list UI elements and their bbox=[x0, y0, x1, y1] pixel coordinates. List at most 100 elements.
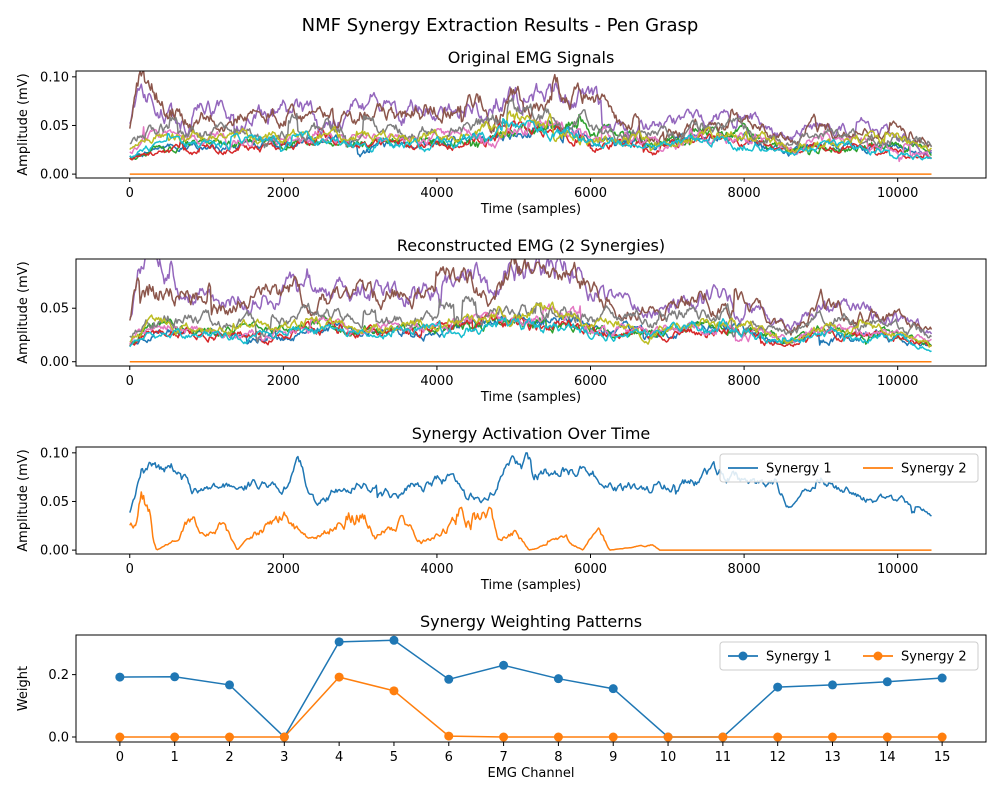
y-tick-label: 0.05 bbox=[40, 495, 69, 510]
emg-channel-line bbox=[129, 71, 933, 148]
legend-entry-label: Synergy 1 bbox=[766, 462, 832, 477]
data-point bbox=[773, 732, 783, 742]
x-tick-label: 2000 bbox=[267, 562, 300, 577]
data-point bbox=[499, 660, 509, 670]
legend-entry-label: Synergy 2 bbox=[901, 462, 967, 477]
x-tick-label: 15 bbox=[934, 750, 951, 765]
series-line bbox=[119, 676, 943, 738]
series-line bbox=[129, 452, 932, 517]
y-tick-label: 0.00 bbox=[40, 355, 69, 370]
x-tick-label: 10000 bbox=[877, 562, 918, 577]
series-line bbox=[119, 639, 943, 739]
y-axis-label: Amplitude (mV) bbox=[16, 73, 31, 175]
data-point bbox=[882, 677, 892, 687]
y-tick-label: 0.05 bbox=[40, 302, 69, 317]
data-point bbox=[937, 732, 947, 742]
series-line bbox=[129, 491, 932, 551]
y-axis-label: Weight bbox=[16, 666, 31, 711]
x-tick-label: 11 bbox=[715, 750, 732, 765]
data-point bbox=[224, 680, 234, 690]
legend: Synergy 1 Synergy 2 bbox=[719, 641, 979, 671]
x-axis-label: Time (samples) bbox=[480, 578, 581, 593]
panel-2: Reconstructed EMG (2 Synergies) 0 2000 4000… bbox=[16, 236, 987, 405]
x-tick-label: 2000 bbox=[267, 186, 300, 201]
x-tick-label: 0 bbox=[126, 562, 134, 577]
emg-channel-line bbox=[129, 311, 932, 348]
legend-entry-label: Synergy 1 bbox=[766, 650, 832, 665]
emg-channel-line bbox=[129, 110, 932, 153]
data-point bbox=[663, 732, 673, 742]
x-tick-label: 6 bbox=[445, 750, 453, 765]
y-tick-label: 0.10 bbox=[40, 446, 69, 461]
x-axis-label: Time (samples) bbox=[480, 390, 581, 405]
y-tick-label: 0.10 bbox=[40, 70, 69, 85]
data-point bbox=[279, 732, 289, 742]
panel-title: Reconstructed EMG (2 Synergies) bbox=[397, 236, 665, 255]
x-tick-label: 9 bbox=[609, 750, 617, 765]
data-point bbox=[608, 684, 618, 694]
y-tick-label: 0.00 bbox=[40, 544, 69, 559]
legend-marker bbox=[873, 651, 883, 661]
emg-channel-line bbox=[129, 82, 933, 156]
axes-frame bbox=[75, 446, 987, 555]
data-point bbox=[389, 635, 399, 645]
data-point bbox=[334, 672, 344, 682]
x-tick-label: 4 bbox=[335, 750, 343, 765]
data-point bbox=[553, 732, 563, 742]
panel-title: Original EMG Signals bbox=[448, 48, 615, 67]
data-point bbox=[170, 672, 180, 682]
x-tick-label: 6000 bbox=[574, 374, 607, 389]
legend-frame bbox=[719, 641, 979, 671]
axes-frame bbox=[75, 634, 987, 743]
x-tick-label: 2 bbox=[225, 750, 233, 765]
panel-3: Synergy Activation Over Time 0 2000 4000 600… bbox=[16, 424, 987, 593]
x-tick-label: 13 bbox=[824, 750, 841, 765]
data-point bbox=[389, 686, 399, 696]
y-axis-label: Amplitude (mV) bbox=[16, 449, 31, 551]
x-axis-label: Time (samples) bbox=[480, 202, 581, 217]
legend-marker bbox=[738, 651, 748, 661]
x-tick-label: 4000 bbox=[420, 562, 453, 577]
x-tick-label: 3 bbox=[280, 750, 288, 765]
panel-title: Synergy Weighting Patterns bbox=[420, 612, 642, 631]
emg-channel-line bbox=[129, 317, 932, 353]
panel-title: Synergy Activation Over Time bbox=[412, 424, 651, 443]
data-point bbox=[828, 680, 838, 690]
y-tick-label: 0.05 bbox=[40, 119, 69, 134]
x-tick-label: 8000 bbox=[728, 186, 761, 201]
data-point bbox=[553, 674, 563, 684]
legend-entry-label: Synergy 2 bbox=[901, 650, 967, 665]
data-point bbox=[773, 682, 783, 692]
emg-channel-line bbox=[129, 117, 933, 161]
data-point bbox=[334, 637, 344, 647]
x-tick-label: 12 bbox=[769, 750, 786, 765]
plot-area bbox=[129, 259, 933, 363]
x-tick-label: 1 bbox=[171, 750, 179, 765]
data-point bbox=[882, 732, 892, 742]
axes-frame bbox=[75, 258, 987, 367]
x-tick-label: 10000 bbox=[877, 374, 918, 389]
data-point bbox=[828, 732, 838, 742]
plot-area bbox=[115, 635, 947, 742]
plot-area bbox=[129, 71, 933, 175]
axes-frame bbox=[75, 70, 987, 179]
x-tick-label: 0 bbox=[126, 186, 134, 201]
legend: Synergy 1 Synergy 2 bbox=[719, 453, 979, 483]
data-point bbox=[444, 674, 454, 684]
x-axis-label: EMG Channel bbox=[487, 766, 574, 781]
data-point bbox=[499, 732, 509, 742]
x-tick-label: 10000 bbox=[877, 186, 918, 201]
y-axis-label: Amplitude (mV) bbox=[16, 261, 31, 363]
data-point bbox=[115, 732, 125, 742]
x-tick-label: 10 bbox=[660, 750, 677, 765]
x-tick-label: 5 bbox=[390, 750, 398, 765]
emg-channel-line bbox=[129, 259, 933, 336]
data-point bbox=[170, 732, 180, 742]
plot-area bbox=[129, 452, 932, 551]
data-point bbox=[115, 672, 125, 682]
data-point bbox=[608, 732, 618, 742]
legend-frame bbox=[719, 453, 979, 483]
